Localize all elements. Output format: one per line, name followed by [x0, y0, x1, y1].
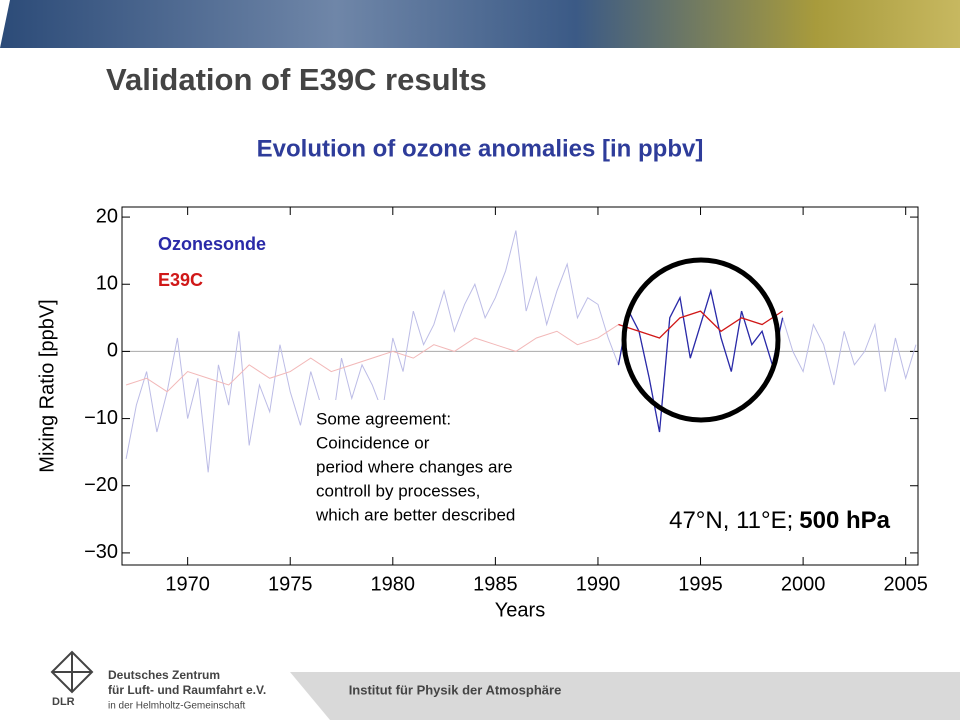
footer-text: Institut für Physik der Atmosphäre	[349, 682, 562, 697]
x-tick-label: 1990	[576, 573, 621, 595]
slide-subtitle: Evolution of ozone anomalies [in ppbv]	[257, 135, 704, 162]
logo-short: DLR	[52, 696, 75, 708]
annotation-text: period where changes are	[316, 457, 513, 476]
annotation-text: which are better described	[315, 505, 515, 524]
pressure-level: 500 hPa	[799, 507, 890, 534]
plot: 1970 1975 1980 1985 1990 1995 2000 2005 −30 −20 −1…	[36, 205, 928, 621]
y-tick-label: −10	[84, 407, 118, 429]
y-tick-label: −20	[84, 474, 118, 496]
y-tick-label: 10	[96, 273, 118, 295]
series-line-highlight	[618, 310, 783, 339]
logo-line: für Luft- und Raumfahrt e.V.	[108, 683, 266, 697]
location: 47°N, 11°E;	[669, 507, 793, 534]
plot-frame	[121, 206, 919, 566]
y-tick-label: 20	[96, 205, 118, 227]
location-label: 47°N, 11°E; 500 hPa	[669, 507, 891, 534]
annotation-box-cover	[596, 505, 610, 541]
annotation-text: Coincidence or	[316, 433, 430, 452]
annotation-text: Some agreement:	[316, 409, 451, 428]
slide-title: Validation of E39C results	[106, 62, 487, 97]
legend-entry: Ozonesonde	[158, 234, 266, 254]
x-tick-label: 1970	[165, 573, 210, 595]
y-tick-label: 0	[107, 340, 118, 362]
y-axis-label: Mixing Ratio [ppbV]	[36, 299, 58, 472]
legend-entry: E39C	[158, 270, 203, 290]
series-line	[125, 230, 917, 473]
x-tick-label: 2005	[883, 573, 928, 595]
x-axis-label: Years	[495, 599, 545, 621]
annotation-text: controll by processes,	[316, 481, 480, 500]
dlr-logo	[50, 650, 94, 694]
x-tick-label: 1985	[473, 573, 518, 595]
x-tick-label: 2000	[781, 573, 826, 595]
x-tick-label: 1975	[268, 573, 313, 595]
footer-bar	[290, 672, 960, 720]
x-tick-label: 1995	[678, 573, 723, 595]
y-tick-label: −30	[84, 541, 118, 563]
highlight-circle	[621, 257, 781, 423]
header-banner	[0, 0, 960, 48]
logo-line: in der Helmholtz-Gemeinschaft	[108, 701, 245, 712]
x-tick-label: 1980	[371, 573, 416, 595]
series-line-highlight	[617, 288, 784, 433]
logo-line: Deutsches Zentrum	[108, 668, 220, 682]
logo-mark	[50, 650, 94, 694]
annotation-box	[306, 400, 602, 550]
